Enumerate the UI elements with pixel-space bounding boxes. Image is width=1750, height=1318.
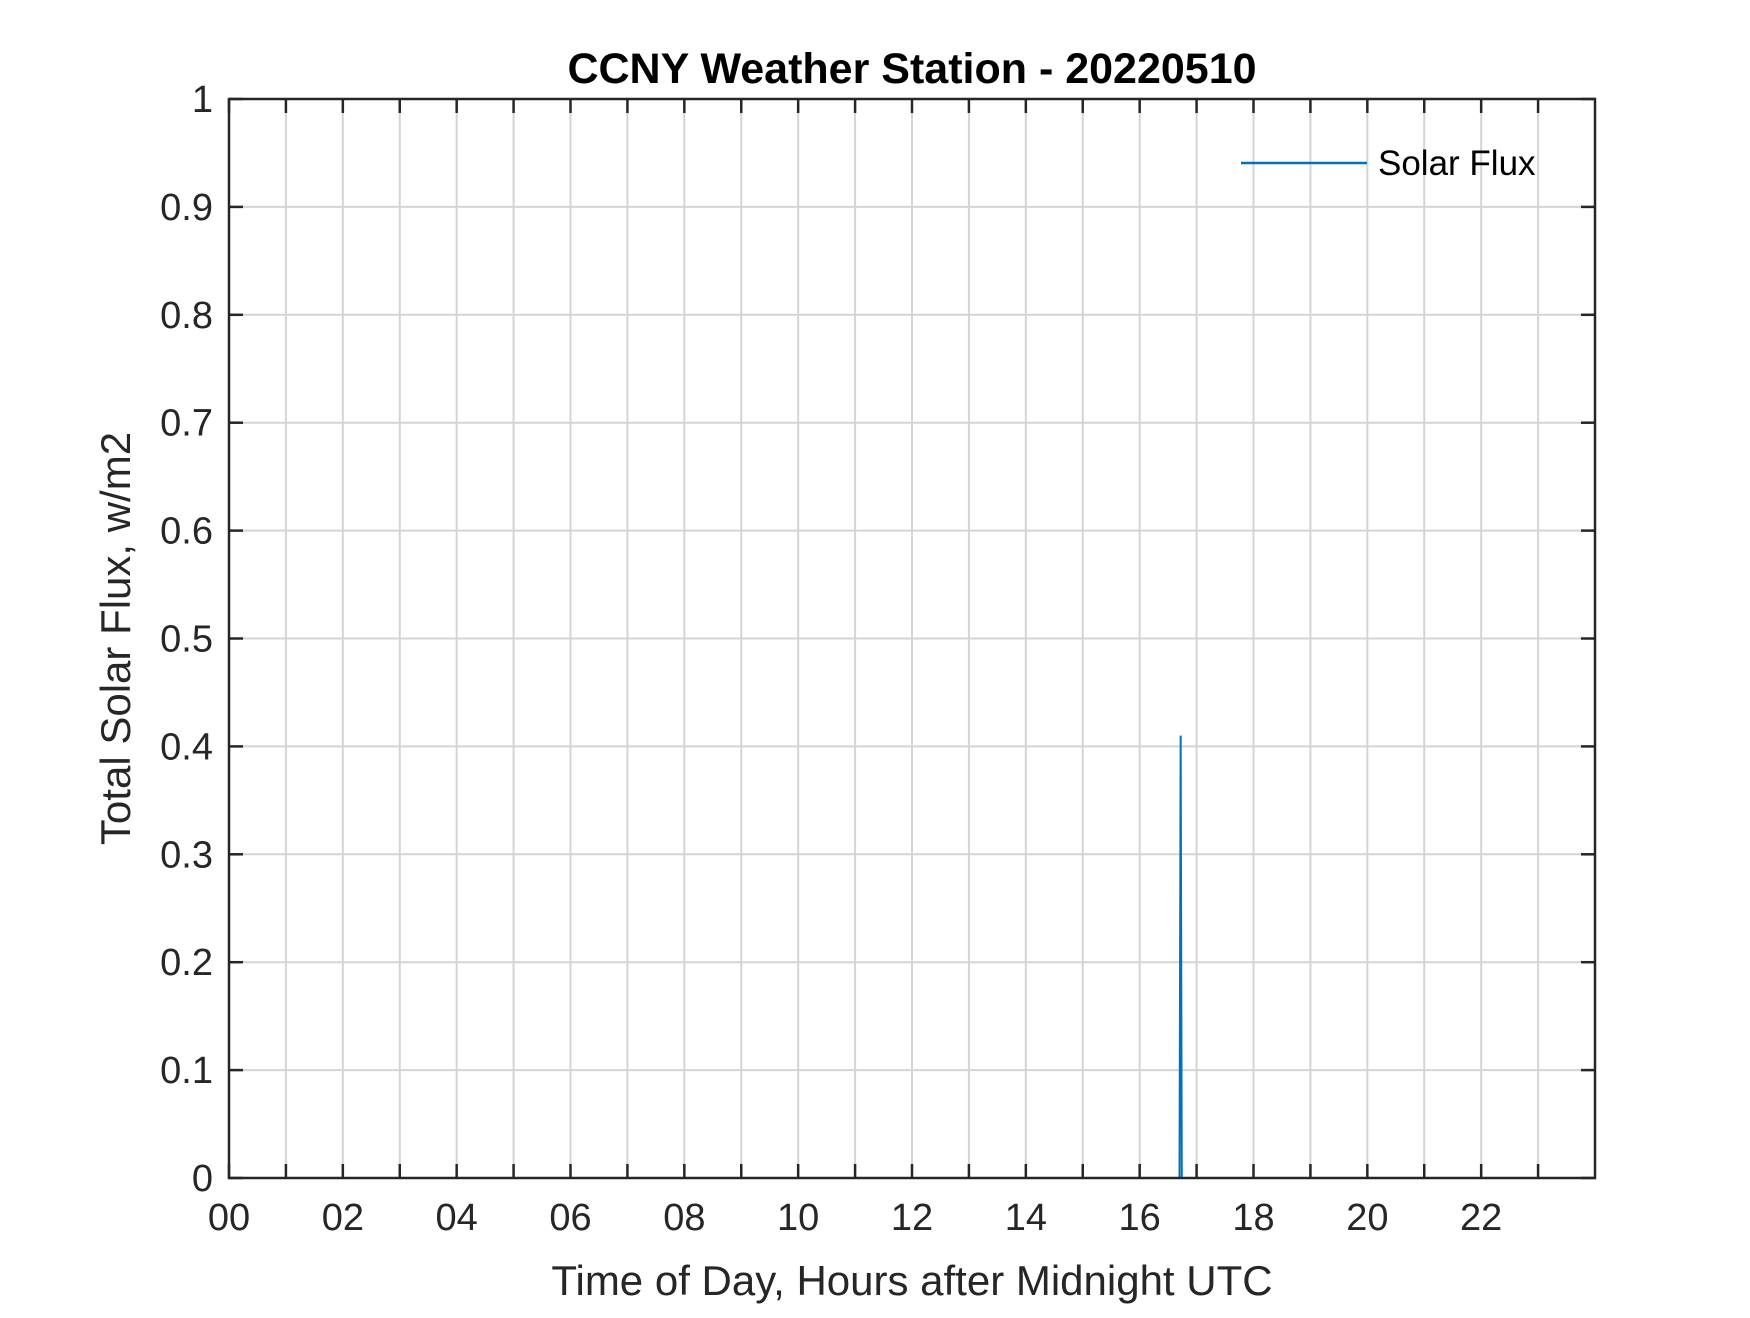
- legend-label-solar-flux: Solar Flux: [1378, 144, 1536, 183]
- x-tick-label: 08: [663, 1197, 705, 1239]
- chart-title: CCNY Weather Station - 20220510: [567, 45, 1256, 93]
- x-tick-label: 04: [436, 1197, 478, 1239]
- y-tick-label: 1: [192, 79, 213, 121]
- y-tick-label: 0.9: [160, 187, 213, 229]
- y-tick-label: 0.2: [160, 942, 213, 984]
- y-tick-label: 0: [192, 1158, 213, 1200]
- x-tick-label: 20: [1346, 1197, 1388, 1239]
- x-tick-label: 18: [1232, 1197, 1274, 1239]
- x-tick-label: 16: [1119, 1197, 1161, 1239]
- tick-labels: 00 02 04 06 08 10 12 14 16 18 20 22 0 0.1 0.2 0.3 0.4 0.5…: [160, 79, 1502, 1239]
- series-line-solar-flux: [1178, 735, 1183, 1179]
- y-tick-label: 0.7: [160, 403, 213, 445]
- x-tick-label: 10: [777, 1197, 819, 1239]
- x-tick-label: 00: [208, 1197, 250, 1239]
- y-tick-label: 0.1: [160, 1050, 213, 1092]
- ticks: [227, 97, 1595, 1180]
- x-tick-label: 12: [891, 1197, 933, 1239]
- legend: Solar Flux: [1241, 144, 1536, 183]
- x-tick-label: 02: [322, 1197, 364, 1239]
- x-axis-label: Time of Day, Hours after Midnight UTC: [551, 1257, 1272, 1304]
- series-layer: [1178, 735, 1183, 1179]
- y-tick-label: 0.5: [160, 619, 213, 661]
- y-tick-label: 0.8: [160, 295, 213, 337]
- x-tick-label: 06: [549, 1197, 591, 1239]
- y-tick-label: 0.6: [160, 511, 213, 553]
- y-axis-label: Total Solar Flux, w/m2: [92, 432, 139, 845]
- x-tick-label: 14: [1005, 1197, 1047, 1239]
- y-tick-label: 0.3: [160, 834, 213, 876]
- x-tick-label: 22: [1460, 1197, 1502, 1239]
- y-tick-label: 0.4: [160, 726, 213, 768]
